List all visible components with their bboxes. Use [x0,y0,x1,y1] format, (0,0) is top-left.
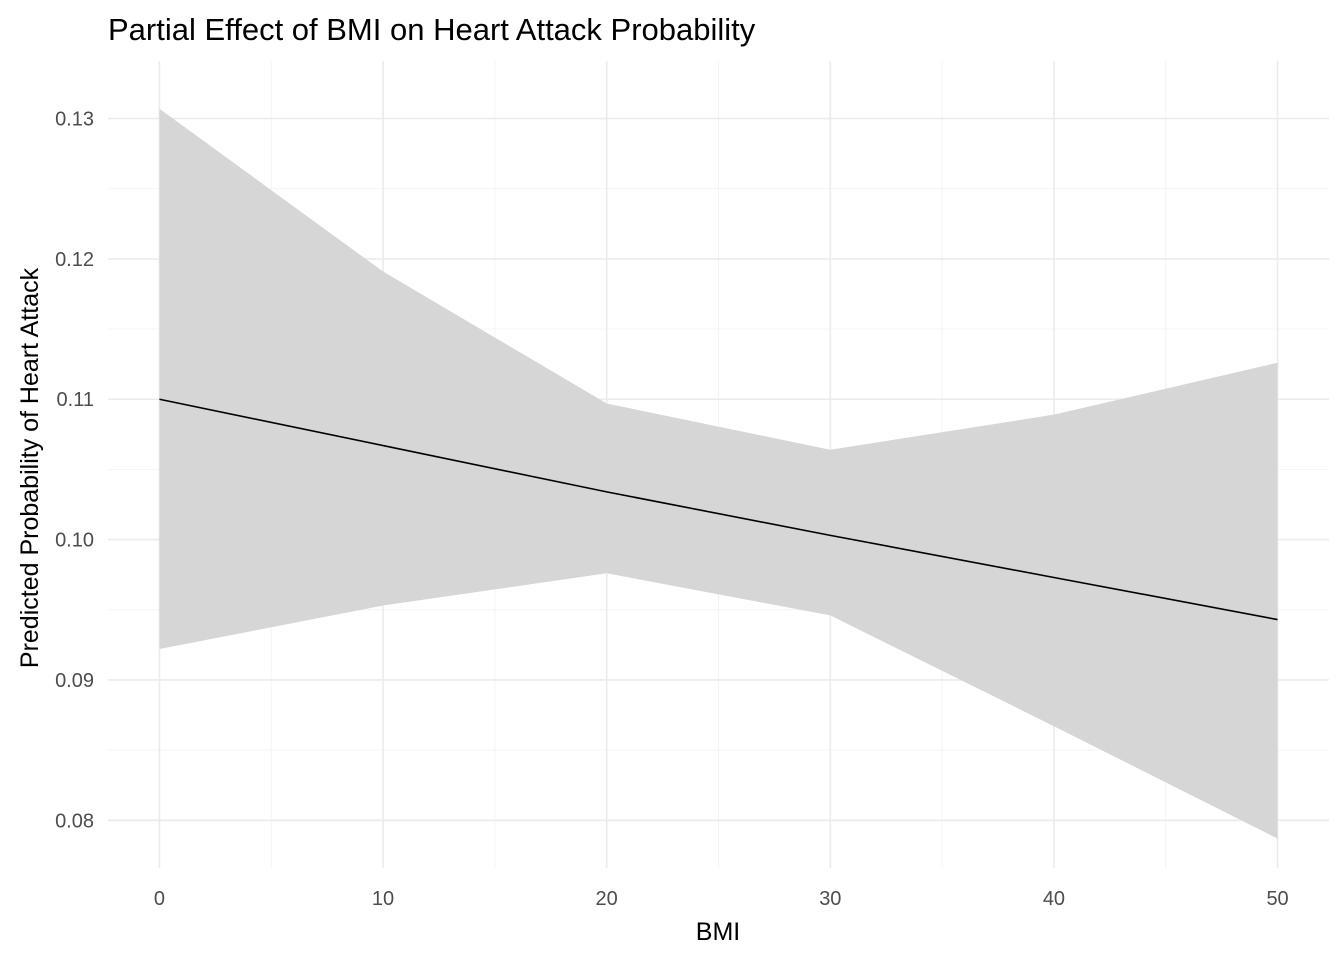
prediction-line [159,398,1278,621]
y-tick-label: 0.11 [57,389,94,411]
line-layer [159,398,1278,621]
x-tick-label: 30 [819,888,841,910]
y-axis-ticks: 0.08 0.09 0.10 0.11 0.12 0.13 [55,109,94,833]
y-tick-label: 0.09 [55,670,94,692]
x-axis-title: BMI [696,918,740,946]
x-axis-ticks: 0 10 20 30 40 50 [154,888,1289,910]
x-tick-label: 10 [372,888,394,910]
x-tick-label: 20 [596,888,618,910]
x-tick-label: 50 [1266,888,1288,910]
y-tick-label: 0.13 [55,109,94,131]
x-tick-label: 40 [1043,888,1065,910]
y-tick-label: 0.08 [55,810,94,832]
confidence-band-layer [159,108,1278,839]
x-tick-label: 0 [154,888,165,910]
y-axis-title: Predicted Probability of Heart Attack [16,267,44,668]
y-tick-label: 0.12 [55,249,94,271]
y-tick-label: 0.10 [55,530,94,552]
chart-title: Partial Effect of BMI on Heart Attack Pr… [108,12,756,47]
confidence-band [159,108,1278,839]
